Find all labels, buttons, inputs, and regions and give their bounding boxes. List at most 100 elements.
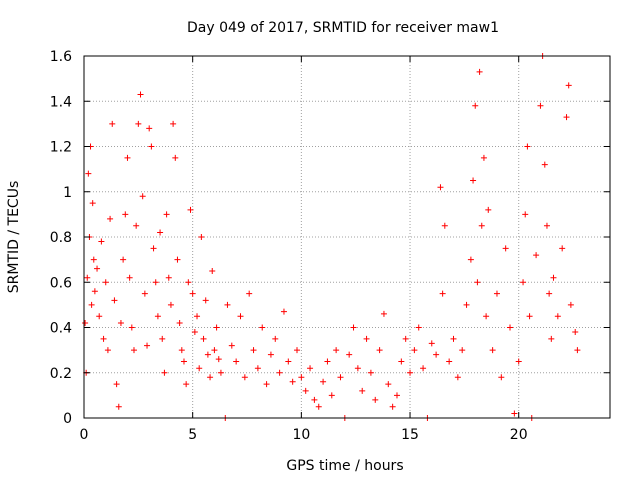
- data-point: [428, 340, 435, 347]
- data-point: [209, 267, 216, 274]
- data-point: [191, 329, 198, 336]
- data-point: [189, 290, 196, 297]
- data-point: [213, 324, 220, 331]
- data-point: [307, 365, 314, 372]
- data-point: [520, 279, 527, 286]
- data-point: [537, 102, 544, 109]
- data-point: [515, 358, 522, 365]
- data-point: [450, 335, 457, 342]
- data-point: [207, 374, 214, 381]
- data-point: [493, 290, 500, 297]
- chart-title: Day 049 of 2017, SRMTID for receiver maw…: [187, 20, 499, 36]
- data-point: [320, 378, 327, 385]
- data-point: [124, 154, 131, 161]
- data-point: [146, 125, 153, 132]
- data-point: [420, 365, 427, 372]
- data-point: [194, 313, 201, 320]
- data-point: [454, 374, 461, 381]
- data-point: [183, 381, 190, 388]
- data-point: [272, 335, 279, 342]
- data-point: [511, 410, 518, 417]
- data-point: [385, 381, 392, 388]
- data-point: [120, 256, 127, 263]
- data-point: [389, 403, 396, 410]
- y-tick-label: 0.8: [50, 230, 72, 246]
- data-point: [89, 200, 96, 207]
- data-point: [91, 288, 98, 295]
- data-point: [411, 347, 418, 354]
- data-point: [152, 279, 159, 286]
- data-point: [113, 381, 120, 388]
- data-point: [294, 347, 301, 354]
- data-point: [144, 342, 151, 349]
- data-point: [350, 324, 357, 331]
- data-point: [302, 387, 309, 394]
- data-point: [324, 358, 331, 365]
- data-point: [463, 301, 470, 308]
- data-point: [280, 308, 287, 315]
- data-point: [546, 290, 553, 297]
- data-point: [241, 374, 248, 381]
- data-point: [130, 347, 137, 354]
- data-point: [476, 68, 483, 75]
- data-point: [559, 245, 566, 252]
- data-point: [439, 290, 446, 297]
- data-point: [372, 396, 379, 403]
- data-point: [346, 351, 353, 358]
- data-point: [480, 154, 487, 161]
- data-point: [489, 347, 496, 354]
- data-point: [90, 256, 97, 263]
- data-point: [550, 274, 557, 281]
- data-point: [96, 313, 103, 320]
- data-point: [548, 335, 555, 342]
- data-point: [363, 335, 370, 342]
- data-point: [187, 206, 194, 213]
- y-tick-label: 0: [63, 411, 72, 427]
- data-point: [298, 374, 305, 381]
- data-point: [224, 301, 231, 308]
- data-point: [237, 313, 244, 320]
- y-tick-label: 1.6: [50, 49, 72, 65]
- data-point: [459, 347, 466, 354]
- data-point: [502, 245, 509, 252]
- data-point: [574, 347, 581, 354]
- data-point: [565, 82, 572, 89]
- data-point: [117, 319, 124, 326]
- data-point: [524, 143, 531, 150]
- data-point: [196, 365, 203, 372]
- data-point: [98, 238, 105, 245]
- data-point: [211, 347, 218, 354]
- data-point: [109, 120, 116, 127]
- data-point: [161, 369, 168, 376]
- data-point: [478, 222, 485, 229]
- data-point: [200, 335, 207, 342]
- data-point: [135, 120, 142, 127]
- data-point: [82, 319, 89, 326]
- data-point: [393, 392, 400, 399]
- x-tick-label: 15: [401, 427, 419, 443]
- data-point: [572, 329, 579, 336]
- data-point: [176, 319, 183, 326]
- data-point: [180, 358, 187, 365]
- data-point: [354, 365, 361, 372]
- data-point: [170, 120, 177, 127]
- data-points: [82, 53, 581, 421]
- data-point: [507, 324, 514, 331]
- data-point: [563, 114, 570, 121]
- data-point: [139, 193, 146, 200]
- x-tick-label: 0: [80, 427, 89, 443]
- data-point: [485, 206, 492, 213]
- data-point: [328, 392, 335, 399]
- x-tick-label: 20: [510, 427, 528, 443]
- data-point: [474, 279, 481, 286]
- axis-ticks: 0 5 10 15 20 0 0.2 0.4 0.6 0.8 1 1.2 1.4 1.6: [50, 49, 610, 443]
- data-point: [174, 256, 181, 263]
- data-point: [163, 211, 170, 218]
- data-point: [107, 215, 114, 222]
- data-point: [315, 403, 322, 410]
- y-tick-label: 1: [63, 185, 72, 201]
- data-point: [85, 170, 92, 177]
- data-point: [254, 365, 261, 372]
- data-point: [157, 229, 164, 236]
- y-tick-label: 1.4: [50, 94, 72, 110]
